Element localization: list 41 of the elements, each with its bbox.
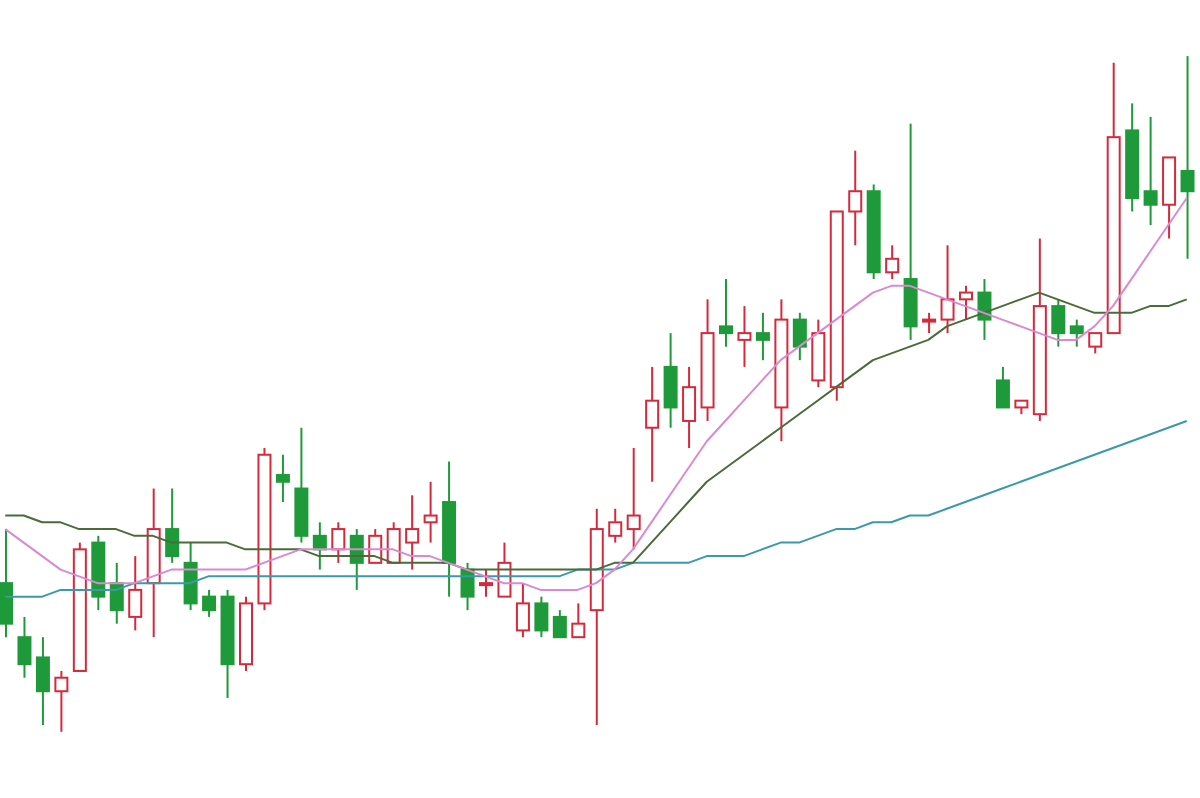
candlestick <box>755 311 770 362</box>
candlestick <box>1143 115 1158 227</box>
candlestick <box>811 318 826 389</box>
candlestick <box>515 582 530 639</box>
candlestick <box>35 636 50 727</box>
candlestick <box>995 365 1010 409</box>
candlestick <box>294 426 309 544</box>
candlestick <box>1051 298 1066 348</box>
candlestick <box>1069 318 1084 348</box>
candlestick <box>737 305 752 368</box>
candlestick <box>719 278 733 348</box>
candlestick <box>903 122 918 341</box>
candlestick <box>1088 332 1103 355</box>
candlestick <box>571 602 586 639</box>
candlestick <box>165 487 180 564</box>
candlestick <box>792 311 807 362</box>
candlestick <box>608 507 623 544</box>
candlestick <box>423 480 438 544</box>
candlestick <box>128 555 143 632</box>
candlestick <box>940 244 955 335</box>
candlestick <box>202 588 217 618</box>
candlestick <box>922 311 937 335</box>
candlestick <box>331 521 346 564</box>
candlestick <box>17 615 32 679</box>
candlestick <box>54 669 69 733</box>
candlestick <box>645 365 660 483</box>
candlestick <box>0 528 13 639</box>
candlestick <box>534 595 549 639</box>
candlestick <box>479 568 493 598</box>
candlestick <box>552 609 567 639</box>
candlestick <box>1180 55 1195 260</box>
candlestick <box>682 365 697 449</box>
candlestick <box>405 494 420 571</box>
candlestick <box>848 149 863 247</box>
candlestick <box>183 541 198 612</box>
candlestick <box>626 446 641 551</box>
candlestick <box>275 453 290 504</box>
candlestick <box>959 284 973 321</box>
candlestick <box>1162 156 1177 240</box>
candlestick <box>663 332 678 429</box>
candlestick <box>885 244 900 281</box>
